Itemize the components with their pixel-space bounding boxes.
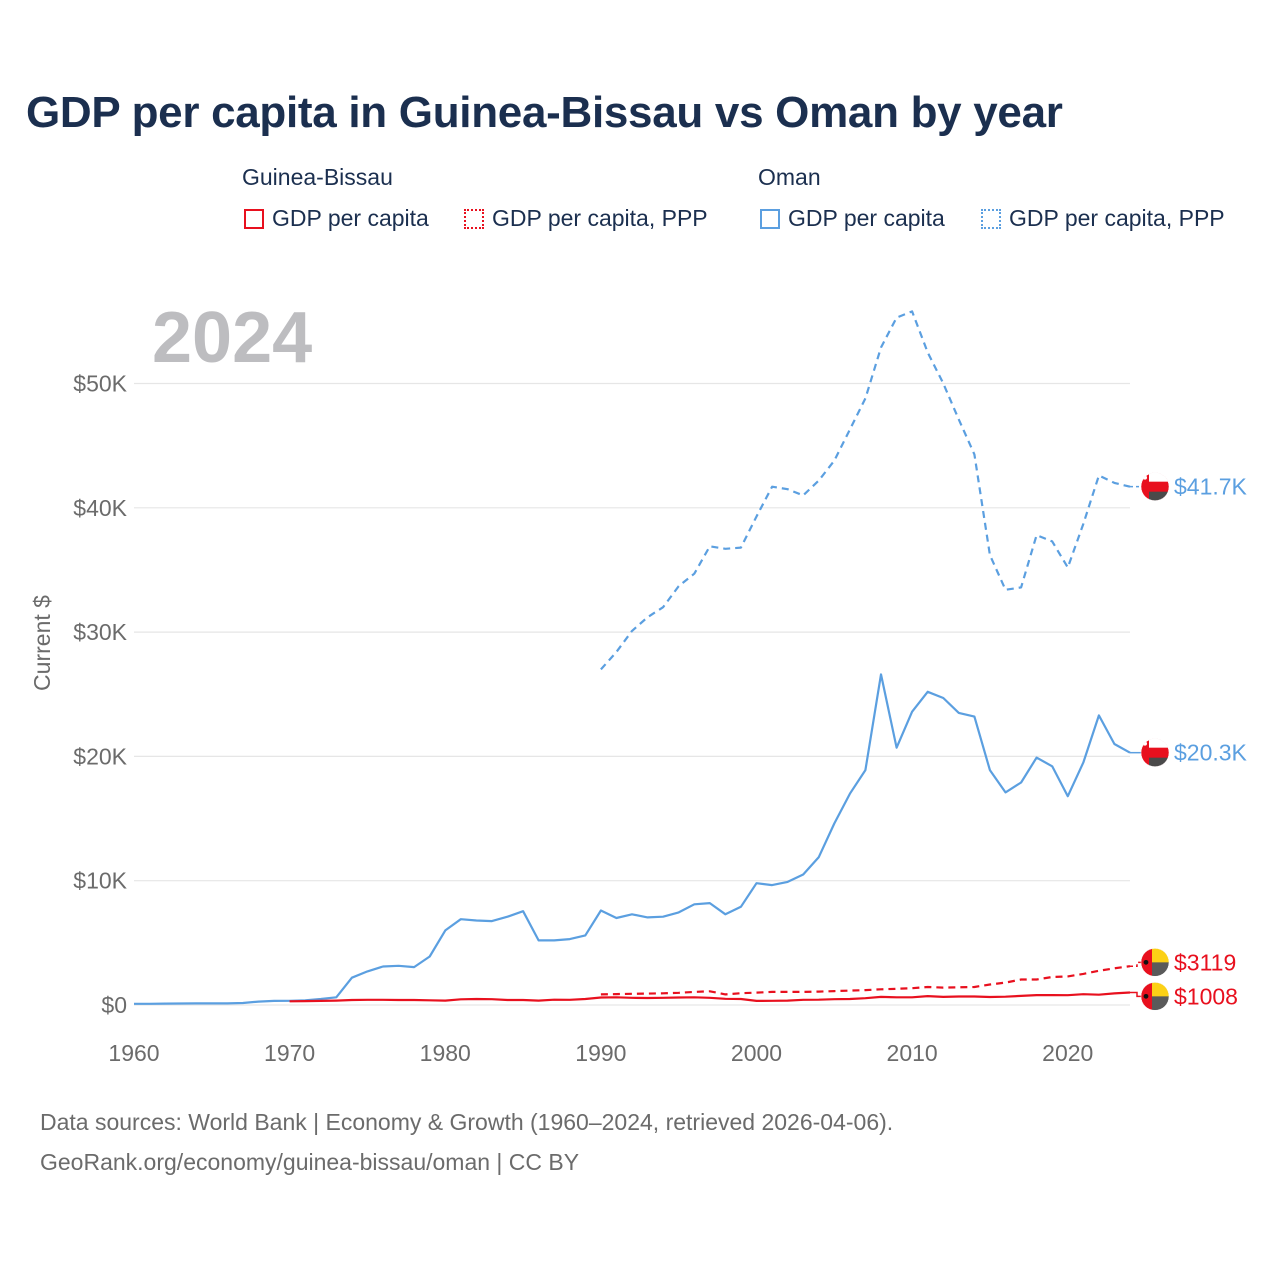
end-marker: $3119 xyxy=(1130,948,1236,977)
series-line-oman-gdp-per-capita xyxy=(134,673,1131,1005)
legend-swatch-dotted-blue xyxy=(981,208,1001,229)
end-value-label: $3119 xyxy=(1174,949,1236,975)
oman-flag-icon xyxy=(1140,738,1170,767)
series-line-oman-gdp-per-capita-ppp xyxy=(600,310,1131,671)
end-markers: $41.7K $20.3K $3119 $1008 xyxy=(1130,472,1248,1011)
year-label: 2024 xyxy=(152,298,312,378)
legend-item-om-gdp[interactable]: GDP per capita xyxy=(760,205,945,232)
legend-swatch-solid-red xyxy=(244,208,264,229)
legend-group-guinea-bissau: Guinea-Bissau xyxy=(242,164,393,190)
y-axis-label: Current $ xyxy=(29,595,55,691)
x-axis-ticks: 1960 1970 1980 1990 2000 2010 2020 xyxy=(108,1040,1093,1066)
series-line-guinea-bissau-gdp-per-capita xyxy=(289,991,1131,1003)
legend-label: GDP per capita, PPP xyxy=(1009,205,1225,231)
y-tick-label: $40K xyxy=(73,495,127,521)
series-lines xyxy=(134,310,1131,1005)
end-value-label: $1008 xyxy=(1174,983,1238,1009)
legend-group-oman: Oman xyxy=(758,164,821,190)
y-tick-label: $0 xyxy=(101,992,127,1018)
end-value-label: $20.3K xyxy=(1174,740,1248,766)
legend-label: GDP per capita xyxy=(788,205,945,231)
x-tick-label: 1960 xyxy=(108,1040,159,1066)
end-value-label: $41.7K xyxy=(1174,474,1248,500)
footer-attribution: GeoRank.org/economy/guinea-bissau/oman |… xyxy=(40,1149,580,1175)
y-tick-label: $30K xyxy=(73,619,127,645)
gridlines xyxy=(134,382,1130,1006)
y-axis-ticks: $0 $10K $20K $30K $40K $50K xyxy=(73,371,127,1019)
y-tick-label: $50K xyxy=(73,371,127,397)
leader-line xyxy=(1130,961,1141,967)
legend-swatch-solid-blue xyxy=(760,208,780,229)
line-chart: 2024 $0 $10K $20K $30K $40K $50K 1960 1970 1980… xyxy=(29,298,1248,1066)
end-marker: $20.3K xyxy=(1130,738,1248,767)
legend-item-gb-ppp[interactable]: GDP per capita, PPP xyxy=(464,205,708,232)
legend-item-om-ppp[interactable]: GDP per capita, PPP xyxy=(981,205,1225,232)
guinea-bissau-flag-icon xyxy=(1140,982,1170,1011)
legend-item-gb-gdp[interactable]: GDP per capita xyxy=(244,205,429,232)
x-tick-label: 2000 xyxy=(731,1040,782,1066)
oman-flag-icon xyxy=(1140,472,1170,501)
x-tick-label: 2020 xyxy=(1042,1040,1093,1066)
x-tick-label: 1970 xyxy=(264,1040,315,1066)
legend-swatch-dotted-red xyxy=(464,208,484,229)
legend-label: GDP per capita xyxy=(272,205,429,231)
end-marker: $1008 xyxy=(1130,982,1238,1011)
x-tick-label: 1990 xyxy=(575,1040,626,1066)
x-tick-label: 2010 xyxy=(887,1040,938,1066)
end-marker: $41.7K xyxy=(1130,472,1248,501)
legend-label: GDP per capita, PPP xyxy=(492,205,708,231)
series-line-guinea-bissau-gdp-per-capita-ppp xyxy=(600,965,1131,996)
guinea-bissau-flag-icon xyxy=(1140,948,1170,977)
chart-title: GDP per capita in Guinea-Bissau vs Oman … xyxy=(26,88,1063,137)
leader-line xyxy=(1130,991,1141,998)
footer-sources: Data sources: World Bank | Economy & Gro… xyxy=(40,1109,894,1135)
y-tick-label: $10K xyxy=(73,868,127,894)
y-tick-label: $20K xyxy=(73,743,127,769)
x-tick-label: 1980 xyxy=(420,1040,471,1066)
